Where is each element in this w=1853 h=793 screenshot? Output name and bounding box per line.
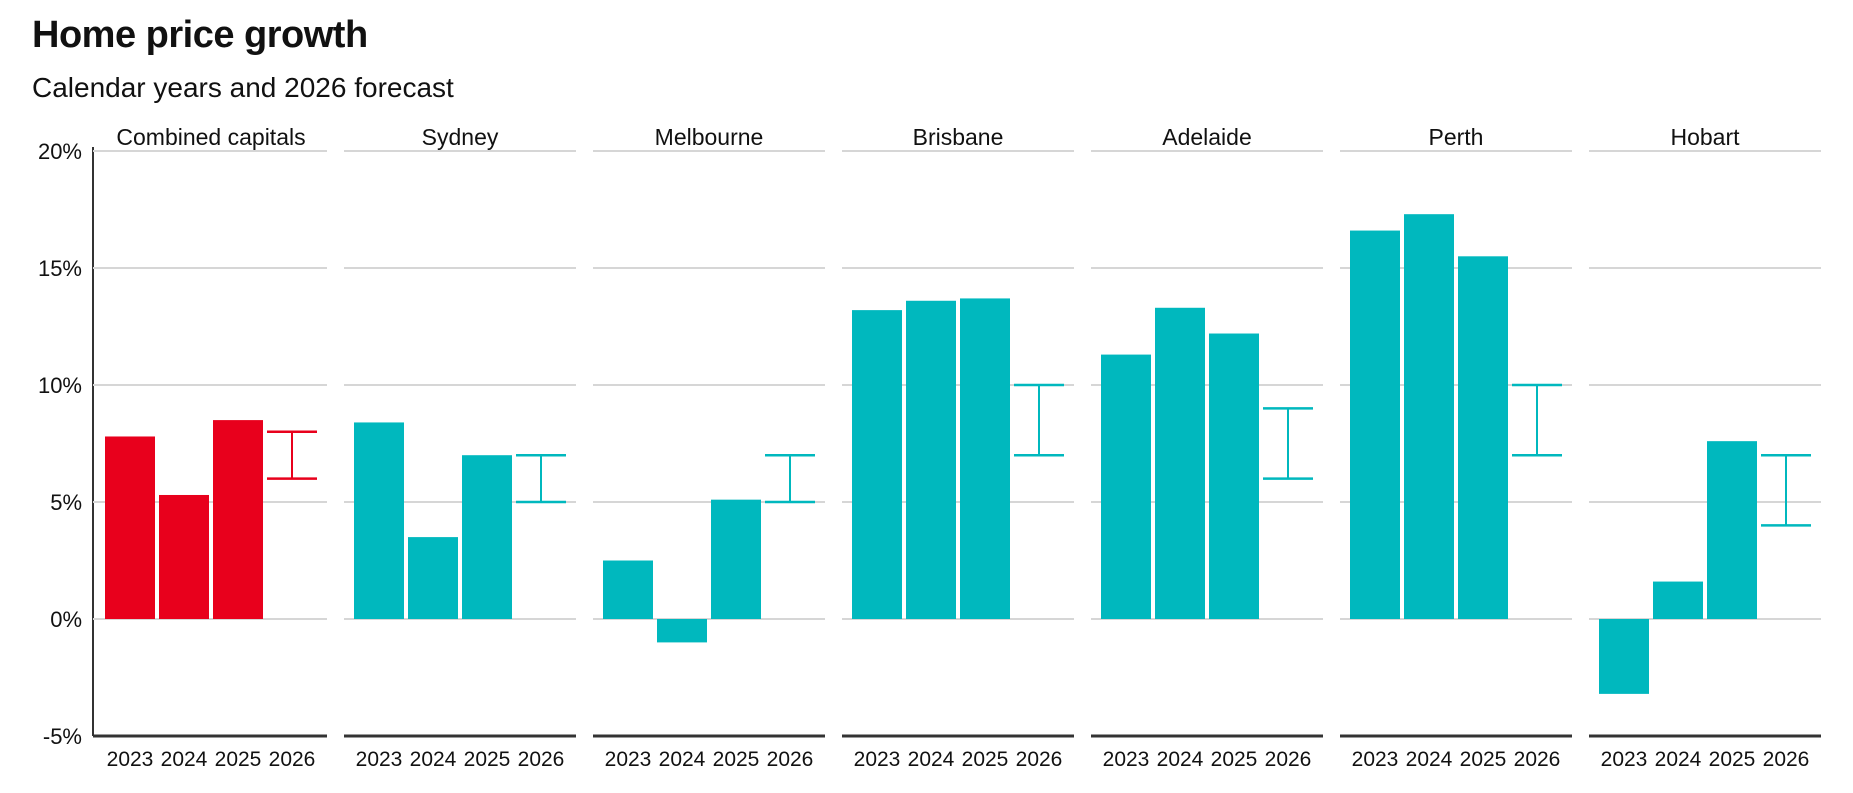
bar-2025 (711, 499, 761, 619)
y-tick-label: 20% (38, 139, 82, 164)
bar-2025 (462, 455, 512, 619)
x-tick-label: 2023 (605, 748, 652, 771)
x-tick-label: 2025 (1211, 748, 1258, 771)
bar-2023 (354, 422, 404, 619)
x-tick-label: 2023 (1601, 748, 1648, 771)
panel-brisbane: Brisbane 2023 2024 2025 2026 (842, 124, 1074, 771)
x-tick-label: 2023 (107, 748, 154, 771)
panel-title: Perth (1429, 124, 1484, 150)
bar-2024 (1653, 581, 1703, 619)
panel-title: Melbourne (655, 124, 764, 150)
x-tick-label: 2025 (962, 748, 1009, 771)
panel-title: Hobart (1670, 124, 1740, 150)
bar-2024 (408, 537, 458, 619)
x-tick-label: 2024 (659, 748, 706, 771)
panel-perth: Perth 2023 2024 2025 2026 (1340, 124, 1572, 771)
y-tick-label: 15% (38, 256, 82, 281)
bar-2024 (159, 494, 209, 619)
y-tick-label: 5% (50, 490, 82, 515)
bar-2023 (603, 560, 653, 619)
x-tick-label: 2023 (854, 748, 901, 771)
bar-2023 (1350, 230, 1400, 619)
x-tick-label: 2026 (269, 748, 316, 771)
x-tick-label: 2026 (1265, 748, 1312, 771)
x-tick-label: 2023 (1352, 748, 1399, 771)
bar-2025 (213, 420, 263, 619)
x-tick-label: 2025 (1460, 748, 1507, 771)
x-tick-label: 2024 (410, 748, 457, 771)
x-tick-label: 2026 (518, 748, 565, 771)
bar-2025 (1209, 333, 1259, 619)
x-tick-label: 2023 (356, 748, 403, 771)
chart-subtitle: Calendar years and 2026 forecast (32, 72, 454, 103)
x-tick-label: 2025 (464, 748, 511, 771)
x-tick-label: 2024 (908, 748, 955, 771)
bar-2023 (852, 310, 902, 619)
bar-2024 (906, 300, 956, 619)
panel-sydney: Sydney 2023 2024 2025 2026 (344, 124, 576, 771)
panel-title: Sydney (422, 124, 499, 150)
panel-title: Adelaide (1162, 124, 1252, 150)
x-tick-label: 2025 (215, 748, 262, 771)
bar-2023 (1101, 354, 1151, 619)
x-tick-label: 2025 (713, 748, 760, 771)
panel-combined-capitals: Combined capitals 2023 2024 2025 2026 (93, 124, 327, 771)
chart-title: Home price growth (32, 14, 368, 56)
panel-adelaide: Adelaide 2023 2024 2025 2026 (1091, 124, 1323, 771)
bar-2023 (105, 436, 155, 619)
x-tick-label: 2025 (1709, 748, 1756, 771)
bar-2024 (1155, 307, 1205, 619)
bar-2025 (960, 298, 1010, 619)
x-tick-label: 2024 (1655, 748, 1702, 771)
x-tick-label: 2026 (767, 748, 814, 771)
bar-2024 (1404, 214, 1454, 619)
bar-2025 (1458, 256, 1508, 619)
panel-title: Brisbane (913, 124, 1004, 150)
y-tick-label: -5% (43, 724, 82, 749)
x-tick-label: 2024 (1157, 748, 1204, 771)
x-tick-label: 2026 (1763, 748, 1810, 771)
panel-melbourne: Melbourne 2023 2024 2025 2026 (593, 124, 825, 771)
x-tick-label: 2024 (1406, 748, 1453, 771)
y-tick-label: 10% (38, 373, 82, 398)
x-tick-label: 2023 (1103, 748, 1150, 771)
x-tick-label: 2026 (1514, 748, 1561, 771)
panel-title: Combined capitals (116, 124, 305, 150)
bar-2025 (1707, 441, 1757, 619)
x-tick-label: 2024 (161, 748, 208, 771)
x-tick-label: 2026 (1016, 748, 1063, 771)
panel-hobart: Hobart 2023 2024 2025 2026 (1589, 124, 1821, 771)
bar-2023 (1599, 619, 1649, 694)
bar-2024 (657, 619, 707, 643)
y-tick-label: 0% (50, 607, 82, 632)
